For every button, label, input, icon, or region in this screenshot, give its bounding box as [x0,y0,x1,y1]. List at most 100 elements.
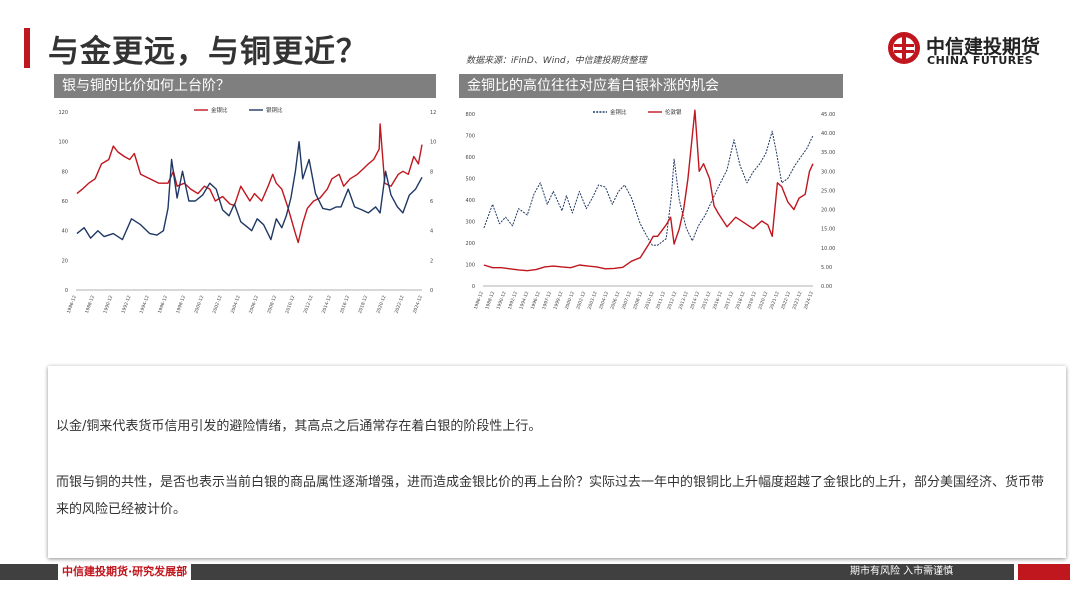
y-left-tick-label: 100 [465,263,475,269]
x-tick-label: 1994-12 [518,291,530,311]
y-left-tick-label: 800 [465,112,475,118]
company-logo: 中信建投期货 CHINA FUTURES [886,30,1066,70]
y-right-tick-label: 25.00 [821,188,835,194]
y-left-tick-label: 400 [465,198,475,204]
commentary-box: 以金/铜来代表货币信用引发的避险情绪，其高点之后通常存在着白银的阶段性上行。 而… [48,366,1066,558]
x-tick-label: 2002-12 [211,295,223,315]
y-right-tick-label: 12 [430,110,436,116]
y-left-tick-label: 500 [465,177,475,183]
x-tick-label: 2006-12 [248,295,260,315]
y-left-tick-label: 60 [62,199,68,205]
x-tick-label: 1994-12 [139,295,151,315]
legend-label: 金银比 [211,106,228,114]
x-tick-label: 2016-12 [339,295,351,315]
x-tick-label: 1992-12 [507,291,519,311]
x-tick-label: 2018-12 [357,295,369,315]
x-tick-label: 2008-12 [266,295,278,315]
x-tick-label: 1998-12 [175,295,187,315]
left-chart-header: 银与铜的比价如何上台阶？ [54,74,436,98]
commentary-paragraph-1: 以金/铜来代表货币信用引发的避险情绪，其高点之后通常存在着白银的阶段性上行。 [56,419,542,434]
legend-label: 银铜比 [266,106,283,114]
x-tick-label: 2012-12 [666,291,678,311]
footer-bar: 中信建投期货·研究发展部 期市有风险 入市需谨慎 [0,564,1014,580]
footer-risk-warning: 期市有风险 入市需谨慎 [850,566,954,577]
series-line-right-axis [76,141,423,241]
x-tick-label: 2012-12 [303,295,315,315]
x-tick-label: 2016-12 [712,291,724,311]
x-tick-label: 2019-12 [746,291,758,311]
x-tick-label: 2018-12 [735,291,747,311]
y-left-tick-label: 80 [62,169,68,175]
series-line-right-axis [483,109,814,272]
gold-copper-ratio-chart: 0 100 200 300 400 500 600 700 800 0.00 5.00 10.00 15… [465,108,835,311]
x-tick-label: 2004-12 [230,295,242,315]
x-tick-label: 2021-12 [769,291,781,311]
right-chart-header: 金铜比的高位往往对应着白银补涨的机会 [459,74,843,98]
x-tick-label: 2020-12 [757,291,769,311]
y-right-tick-label: 40.00 [821,131,835,137]
y-left-tick-label: 0 [65,288,68,294]
x-tick-label: 2003-12 [587,291,599,311]
x-tick-label: 2017-12 [723,291,735,311]
x-tick-label: 2015-12 [700,291,712,311]
y-right-tick-label: 20.00 [821,208,835,214]
y-right-tick-label: 2 [430,258,433,264]
x-tick-label: 2014-12 [321,295,333,315]
x-tick-label: 1996-12 [530,291,542,311]
y-right-tick-label: 10 [430,140,436,146]
y-left-tick-label: 700 [465,134,475,140]
y-right-tick-label: 10.00 [821,246,835,252]
source-note: 数据来源：iFinD、Wind，中信建投期货整理 [466,56,647,66]
x-tick-label: 2010-12 [643,291,655,311]
x-tick-label: 1986-12 [66,295,78,315]
x-tick-label: 2023-12 [791,291,803,311]
y-left-tick-label: 600 [465,155,475,161]
x-tick-label: 2020-12 [375,295,387,315]
x-tick-label: 2004-12 [598,291,610,311]
x-tick-label: 2000-12 [564,291,576,311]
legend-label: 伦敦银 [665,108,682,116]
page-title: 与金更远，与铜更近？ [48,34,368,70]
y-right-tick-label: 0 [430,288,433,294]
footer-accent-block [1018,564,1070,580]
x-tick-label: 1988-12 [84,295,96,315]
x-tick-label: 2014-12 [689,291,701,311]
series-line-left-axis [483,130,814,246]
y-left-tick-label: 20 [62,258,68,264]
y-left-tick-label: 0 [472,284,475,290]
x-tick-label: 2022-12 [394,295,406,315]
y-right-tick-label: 8 [430,169,433,175]
legend-label: 金铜比 [610,108,627,116]
x-tick-label: 2002-12 [575,291,587,311]
x-tick-label: 2010-12 [284,295,296,315]
commentary-paragraph-2: 而银与铜的共性，是否也表示当前白银的商品属性逐渐增强，进而造成金银比价的再上台阶… [56,475,1045,517]
x-tick-label: 2000-12 [193,295,205,315]
title-accent-bar [24,28,30,68]
x-tick-label: 1990-12 [102,295,114,315]
silver-copper-ratio-chart: 0 20 40 60 80 100 120 0 2 4 6 8 10 12 1986-12 1988-12 19… [58,106,436,315]
x-tick-label: 1997-12 [541,291,553,311]
x-tick-label: 1988-12 [484,291,496,311]
x-tick-label: 2022-12 [780,291,792,311]
logo-text-en: CHINA FUTURES [927,54,1034,67]
x-tick-label: 2013-12 [678,291,690,311]
y-left-tick-label: 300 [465,220,475,226]
y-right-tick-label: 6 [430,199,433,205]
y-right-tick-label: 0.00 [821,284,832,290]
y-left-tick-label: 40 [62,229,68,235]
y-right-tick-label: 4 [430,229,433,235]
x-tick-label: 2024-12 [803,291,815,311]
x-tick-label: 1999-12 [552,291,564,311]
y-left-tick-label: 200 [465,241,475,247]
y-right-tick-label: 5.00 [821,265,832,271]
x-tick-label: 2011-12 [655,291,667,311]
x-tick-label: 2006-12 [609,291,621,311]
series-line-left-axis [76,123,423,244]
footer-department: 中信建投期货·研究发展部 [58,564,192,580]
logo-mark-icon [888,32,920,64]
x-tick-label: 1986-12 [473,291,485,311]
x-tick-label: 2024-12 [412,295,424,315]
x-tick-label: 2007-12 [621,291,633,311]
y-right-tick-label: 30.00 [821,169,835,175]
x-tick-label: 1992-12 [120,295,132,315]
